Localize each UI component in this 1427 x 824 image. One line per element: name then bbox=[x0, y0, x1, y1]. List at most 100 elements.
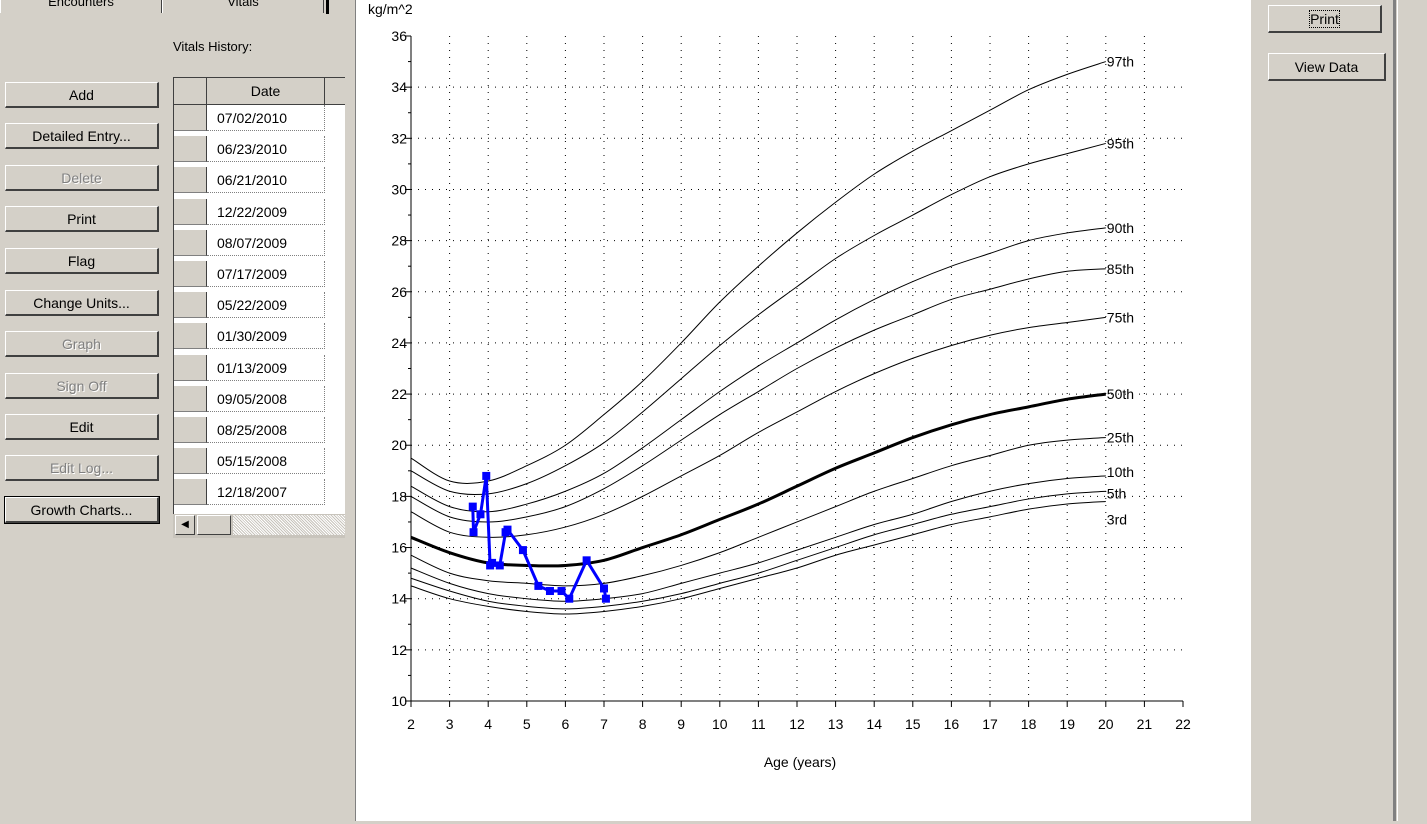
x-tick-label: 6 bbox=[562, 716, 570, 732]
button-flag[interactable]: Flag bbox=[5, 248, 159, 274]
scroll-thumb[interactable] bbox=[197, 515, 231, 535]
y-tick-label: 16 bbox=[391, 540, 407, 556]
y-tick-label: 24 bbox=[391, 335, 407, 351]
table-row[interactable]: 01/30/2009 bbox=[174, 323, 346, 350]
percentile-label-3rd: 3rd bbox=[1107, 512, 1127, 528]
row-selector[interactable] bbox=[174, 292, 207, 319]
x-tick-label: 22 bbox=[1175, 716, 1191, 732]
x-axis-label: Age (years) bbox=[764, 754, 836, 770]
date-cell[interactable]: 07/02/2010 bbox=[207, 105, 325, 131]
table-row[interactable]: 05/15/2008 bbox=[174, 448, 346, 475]
table-row[interactable]: 09/05/2008 bbox=[174, 385, 346, 412]
left-splitter[interactable] bbox=[345, 0, 356, 821]
table-row[interactable]: 12/22/2009 bbox=[174, 198, 346, 225]
row-selector[interactable] bbox=[174, 479, 207, 506]
x-tick-label: 21 bbox=[1137, 716, 1153, 732]
patient-data-point bbox=[476, 510, 485, 519]
scroll-track[interactable] bbox=[233, 515, 345, 535]
row-selector[interactable] bbox=[174, 136, 207, 163]
date-cell[interactable]: 05/15/2008 bbox=[207, 448, 325, 475]
vitals-pane: Encounters Vitals Vitals History: Add Det… bbox=[0, 0, 346, 821]
row-selector[interactable] bbox=[174, 167, 207, 194]
row-selector[interactable] bbox=[174, 105, 207, 131]
grid-header-next-column[interactable] bbox=[325, 78, 346, 105]
scroll-left-arrow-icon[interactable]: ◀ bbox=[175, 515, 195, 535]
grid-header-selector[interactable] bbox=[174, 78, 207, 105]
grid-header-date[interactable]: Date bbox=[207, 78, 325, 105]
date-cell[interactable]: 05/22/2009 bbox=[207, 292, 325, 319]
x-tick-label: 20 bbox=[1098, 716, 1114, 732]
x-tick-label: 14 bbox=[866, 716, 882, 732]
x-tick-label: 7 bbox=[600, 716, 608, 732]
patient-data-point bbox=[488, 558, 497, 567]
x-tick-label: 17 bbox=[982, 716, 998, 732]
date-cell[interactable]: 06/21/2010 bbox=[207, 167, 325, 194]
date-cell[interactable]: 07/17/2009 bbox=[207, 261, 325, 287]
x-tick-label: 10 bbox=[712, 716, 728, 732]
table-row[interactable]: 08/25/2008 bbox=[174, 417, 346, 443]
table-row[interactable]: 07/02/2010 bbox=[174, 105, 346, 131]
y-tick-label: 28 bbox=[391, 233, 407, 249]
button-print[interactable]: Print bbox=[5, 206, 159, 232]
percentile-label-10th: 10th bbox=[1107, 464, 1134, 480]
y-tick-label: 12 bbox=[391, 642, 407, 658]
row-selector[interactable] bbox=[174, 448, 207, 475]
button-edit-log: Edit Log... bbox=[5, 455, 159, 481]
row-selector[interactable] bbox=[174, 229, 207, 256]
table-row[interactable]: 12/18/2007 bbox=[174, 479, 346, 506]
button-label: Edit Log... bbox=[49, 459, 114, 476]
date-cell[interactable]: 01/30/2009 bbox=[207, 323, 325, 350]
y-tick-label: 36 bbox=[391, 28, 407, 44]
date-cell[interactable]: 12/22/2009 bbox=[207, 198, 325, 225]
table-row[interactable]: 08/07/2009 bbox=[174, 229, 346, 256]
button-label: Edit bbox=[69, 418, 94, 435]
row-selector[interactable] bbox=[174, 417, 207, 443]
grid-horizontal-scrollbar[interactable]: ◀ bbox=[173, 514, 345, 538]
table-row[interactable]: 01/13/2009 bbox=[174, 354, 346, 381]
date-cell[interactable]: 12/18/2007 bbox=[207, 479, 325, 506]
date-cell[interactable]: 08/07/2009 bbox=[207, 229, 325, 256]
x-tick-label: 8 bbox=[639, 716, 647, 732]
patient-data-point bbox=[545, 587, 554, 596]
percentile-label-25th: 25th bbox=[1107, 430, 1134, 446]
patient-data-point bbox=[557, 587, 566, 596]
patient-data-point bbox=[582, 556, 591, 565]
y-tick-label: 20 bbox=[391, 437, 407, 453]
view-data-button[interactable]: View Data bbox=[1268, 53, 1386, 81]
y-tick-label: 18 bbox=[391, 488, 407, 504]
date-cell[interactable]: 09/05/2008 bbox=[207, 385, 325, 412]
date-cell[interactable]: 01/13/2009 bbox=[207, 354, 325, 381]
button-growth-charts[interactable]: Growth Charts... bbox=[4, 496, 160, 524]
percentile-curve-95th bbox=[410, 142, 1106, 496]
bmi-growth-chart: 2 3 4 5 6 7 8 9 10 11 12 13 14 15 16 17 18 19 20 21 22101214… bbox=[368, 1, 1191, 770]
tab-encounters[interactable]: Encounters bbox=[0, 0, 162, 13]
percentile-label-75th: 75th bbox=[1107, 309, 1134, 325]
button-detailed-entry[interactable]: Detailed Entry... bbox=[5, 123, 159, 149]
row-selector[interactable] bbox=[174, 354, 207, 381]
vitals-history-grid[interactable]: Date 07/02/2010 06/23/2010 06/21/2010 12/22… bbox=[173, 77, 346, 514]
button-edit[interactable]: Edit bbox=[5, 414, 159, 440]
table-row[interactable]: 06/21/2010 bbox=[174, 167, 346, 194]
button-change-units[interactable]: Change Units... bbox=[5, 290, 159, 316]
y-tick-label: 26 bbox=[391, 284, 407, 300]
patient-data-point bbox=[565, 594, 574, 603]
row-selector[interactable] bbox=[174, 323, 207, 350]
button-add[interactable]: Add bbox=[5, 82, 159, 108]
button-label: Growth Charts... bbox=[30, 501, 133, 518]
row-selector[interactable] bbox=[174, 261, 207, 287]
table-row[interactable]: 05/22/2009 bbox=[174, 292, 346, 319]
table-row[interactable]: 07/17/2009 bbox=[174, 261, 346, 287]
print-chart-button[interactable]: Print bbox=[1268, 5, 1382, 33]
date-cell[interactable]: 06/23/2010 bbox=[207, 136, 325, 163]
table-row[interactable]: 06/23/2010 bbox=[174, 136, 346, 163]
x-tick-label: 2 bbox=[407, 716, 415, 732]
tab-vitals[interactable]: Vitals bbox=[162, 0, 324, 13]
row-selector[interactable] bbox=[174, 385, 207, 412]
right-splitter[interactable] bbox=[1393, 0, 1396, 821]
percentile-curve-97th bbox=[410, 61, 1106, 484]
date-cell[interactable]: 08/25/2008 bbox=[207, 417, 325, 443]
y-tick-label: 30 bbox=[391, 181, 407, 197]
y-tick-label: 22 bbox=[391, 386, 407, 402]
row-selector[interactable] bbox=[174, 198, 207, 225]
patient-data-point bbox=[518, 546, 527, 555]
